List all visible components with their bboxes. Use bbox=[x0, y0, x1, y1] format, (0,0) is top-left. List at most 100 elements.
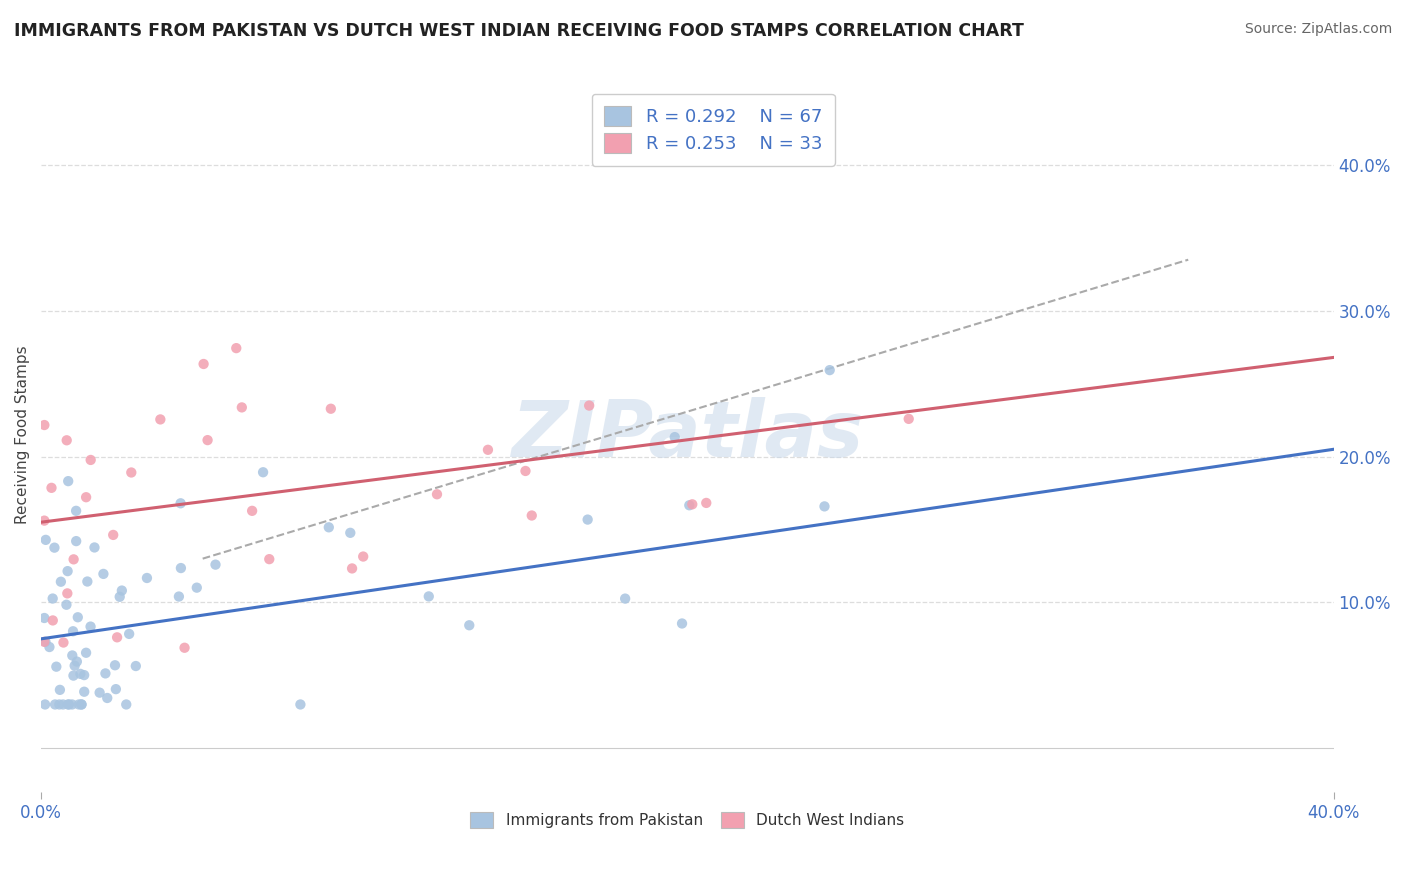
Point bbox=[664, 430, 686, 444]
Text: ZIPatlas: ZIPatlas bbox=[512, 397, 863, 473]
Point bbox=[105, 630, 128, 644]
Point bbox=[49, 574, 72, 589]
Point bbox=[897, 412, 920, 426]
Point bbox=[319, 401, 342, 416]
Point bbox=[290, 698, 312, 712]
Point bbox=[34, 634, 56, 648]
Point bbox=[225, 341, 247, 355]
Point bbox=[52, 635, 75, 649]
Point bbox=[58, 698, 80, 712]
Point bbox=[66, 655, 89, 669]
Point bbox=[60, 698, 83, 712]
Point bbox=[55, 598, 77, 612]
Point bbox=[94, 666, 117, 681]
Point bbox=[83, 541, 105, 555]
Point bbox=[34, 635, 56, 649]
Point bbox=[671, 616, 693, 631]
Point bbox=[55, 434, 77, 448]
Point bbox=[41, 481, 63, 495]
Point bbox=[34, 611, 56, 625]
Point bbox=[173, 640, 195, 655]
Legend: Immigrants from Pakistan, Dutch West Indians: Immigrants from Pakistan, Dutch West Ind… bbox=[464, 806, 911, 834]
Point bbox=[67, 698, 90, 712]
Point bbox=[170, 561, 193, 575]
Point bbox=[62, 624, 84, 639]
Point bbox=[318, 520, 340, 534]
Point bbox=[44, 698, 66, 712]
Point bbox=[678, 498, 700, 512]
Point bbox=[42, 614, 65, 628]
Point bbox=[65, 504, 87, 518]
Point bbox=[197, 433, 219, 447]
Point bbox=[813, 500, 835, 514]
Point bbox=[104, 658, 127, 673]
Point bbox=[73, 684, 96, 698]
Point bbox=[477, 442, 499, 457]
Point bbox=[79, 453, 101, 467]
Point bbox=[426, 487, 449, 501]
Point bbox=[240, 504, 263, 518]
Point bbox=[52, 698, 75, 712]
Text: IMMIGRANTS FROM PAKISTAN VS DUTCH WEST INDIAN RECEIVING FOOD STAMPS CORRELATION : IMMIGRANTS FROM PAKISTAN VS DUTCH WEST I… bbox=[14, 22, 1024, 40]
Point bbox=[62, 668, 84, 682]
Point bbox=[56, 698, 79, 712]
Point bbox=[167, 590, 190, 604]
Point bbox=[38, 640, 60, 654]
Point bbox=[89, 686, 111, 700]
Point bbox=[75, 490, 97, 504]
Point bbox=[60, 648, 83, 663]
Point bbox=[34, 417, 56, 432]
Point bbox=[578, 399, 600, 413]
Point bbox=[118, 627, 141, 641]
Point bbox=[34, 698, 56, 712]
Point bbox=[34, 514, 56, 528]
Point bbox=[44, 541, 66, 555]
Point bbox=[136, 571, 159, 585]
Point bbox=[515, 464, 537, 478]
Point bbox=[66, 610, 89, 624]
Point bbox=[193, 357, 215, 371]
Point bbox=[75, 646, 97, 660]
Point bbox=[149, 412, 172, 426]
Point bbox=[520, 508, 543, 523]
Point bbox=[115, 698, 138, 712]
Point bbox=[35, 533, 58, 547]
Point bbox=[204, 558, 226, 572]
Point bbox=[352, 549, 374, 564]
Point bbox=[103, 528, 125, 542]
Point bbox=[340, 561, 363, 575]
Point bbox=[104, 682, 127, 697]
Point bbox=[79, 619, 101, 633]
Y-axis label: Receiving Food Stamps: Receiving Food Stamps bbox=[15, 345, 30, 524]
Point bbox=[695, 496, 717, 510]
Point bbox=[62, 552, 84, 566]
Point bbox=[70, 698, 93, 712]
Point bbox=[231, 401, 253, 415]
Point bbox=[65, 534, 87, 549]
Point bbox=[681, 497, 703, 511]
Point bbox=[111, 583, 134, 598]
Point bbox=[252, 465, 274, 479]
Point bbox=[41, 591, 63, 606]
Point bbox=[418, 590, 440, 604]
Point bbox=[73, 668, 96, 682]
Point bbox=[76, 574, 98, 589]
Point bbox=[614, 591, 637, 606]
Point bbox=[339, 525, 361, 540]
Point bbox=[63, 658, 86, 673]
Point bbox=[48, 698, 70, 712]
Point bbox=[45, 659, 67, 673]
Point bbox=[120, 466, 142, 480]
Point bbox=[96, 690, 118, 705]
Point bbox=[58, 474, 80, 488]
Point bbox=[576, 512, 599, 526]
Point bbox=[259, 552, 281, 566]
Point bbox=[125, 659, 148, 673]
Point bbox=[93, 566, 115, 581]
Point bbox=[458, 618, 481, 632]
Point bbox=[56, 564, 79, 578]
Point bbox=[108, 590, 131, 604]
Point bbox=[186, 581, 208, 595]
Point bbox=[818, 363, 841, 377]
Point bbox=[69, 666, 91, 681]
